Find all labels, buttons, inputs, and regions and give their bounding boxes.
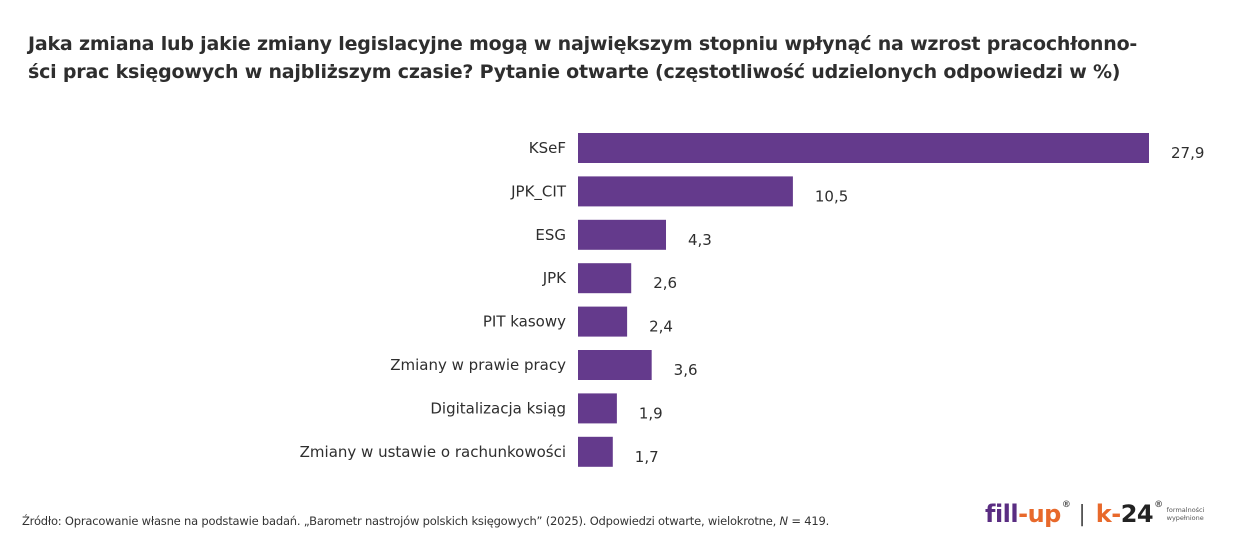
k24-logo-dash: - [1111, 500, 1121, 528]
value-label: 2,4 [649, 318, 673, 336]
bar [578, 350, 652, 380]
source-n-symbol: N [779, 514, 789, 528]
logo-separator: | [1078, 502, 1086, 527]
fill-up-logo-dash: - [1018, 500, 1028, 528]
chart-title-line-1: Jaka zmiana lub jakie zmiany legislacyjn… [28, 33, 1138, 55]
value-label: 27,9 [1171, 144, 1204, 162]
value-label: 2,6 [653, 274, 677, 292]
category-label: KSeF [529, 139, 566, 157]
registered-mark: ® [1061, 500, 1071, 510]
bar [578, 393, 617, 424]
bar [578, 133, 1149, 163]
logos: fill-up® | k-24® formalności wypełnione [985, 500, 1204, 534]
bar [578, 436, 613, 467]
category-label: JPK_CIT [510, 182, 567, 201]
k24-logo-k: k [1095, 500, 1112, 528]
value-label: 10,5 [815, 187, 848, 205]
category-label: JPK [542, 269, 567, 287]
bar [578, 306, 628, 337]
source-text: Źródło: Opracowanie własne na podstawie … [22, 514, 780, 528]
k24-logo-number: 24 [1120, 500, 1154, 528]
category-labels: KSeF JPK_CIT ESG JPK PIT kasowy Zmiany w praw… [300, 139, 568, 461]
k24-tagline: formalności wypełnione [1167, 506, 1205, 522]
tagline-line-2: wypełnione [1166, 514, 1204, 522]
value-label: 1,9 [639, 404, 663, 422]
value-label: 3,6 [674, 361, 698, 379]
fill-up-logo-part2: up [1027, 500, 1062, 528]
bars [578, 133, 1149, 467]
bar-chart: KSeF JPK_CIT ESG JPK PIT kasowy Zmiany w praw… [300, 133, 1205, 467]
category-label: Zmiany w prawie pracy [390, 356, 566, 374]
source-n-value: = 419. [787, 514, 830, 528]
chart-title: Jaka zmiana lub jakie zmiany legislacyjn… [28, 30, 1218, 86]
tagline-line-1: formalności [1166, 506, 1205, 514]
value-labels: 27,9 10,5 4,3 2,6 2,4 3,6 1,9 1,7 [635, 144, 1205, 466]
k24-logo: k-24® [1096, 500, 1163, 528]
category-label: Zmiany w ustawie o rachunkowości [300, 443, 566, 461]
category-label: PIT kasowy [483, 313, 566, 331]
value-label: 4,3 [688, 231, 712, 249]
source-note: Źródło: Opracowanie własne na podstawie … [22, 514, 829, 528]
bar [578, 263, 632, 294]
registered-mark: ® [1154, 500, 1163, 510]
bar [578, 219, 667, 250]
fill-up-logo-part1: fill [985, 500, 1019, 528]
category-label: ESG [535, 226, 566, 244]
bar [578, 176, 793, 207]
value-label: 1,7 [635, 448, 659, 466]
fill-up-logo: fill-up® [985, 500, 1071, 528]
category-label: Digitalizacja ksiąg [430, 399, 566, 417]
chart-title-line-2: ści prac księgowych w najbliższym czasie… [28, 61, 1121, 83]
